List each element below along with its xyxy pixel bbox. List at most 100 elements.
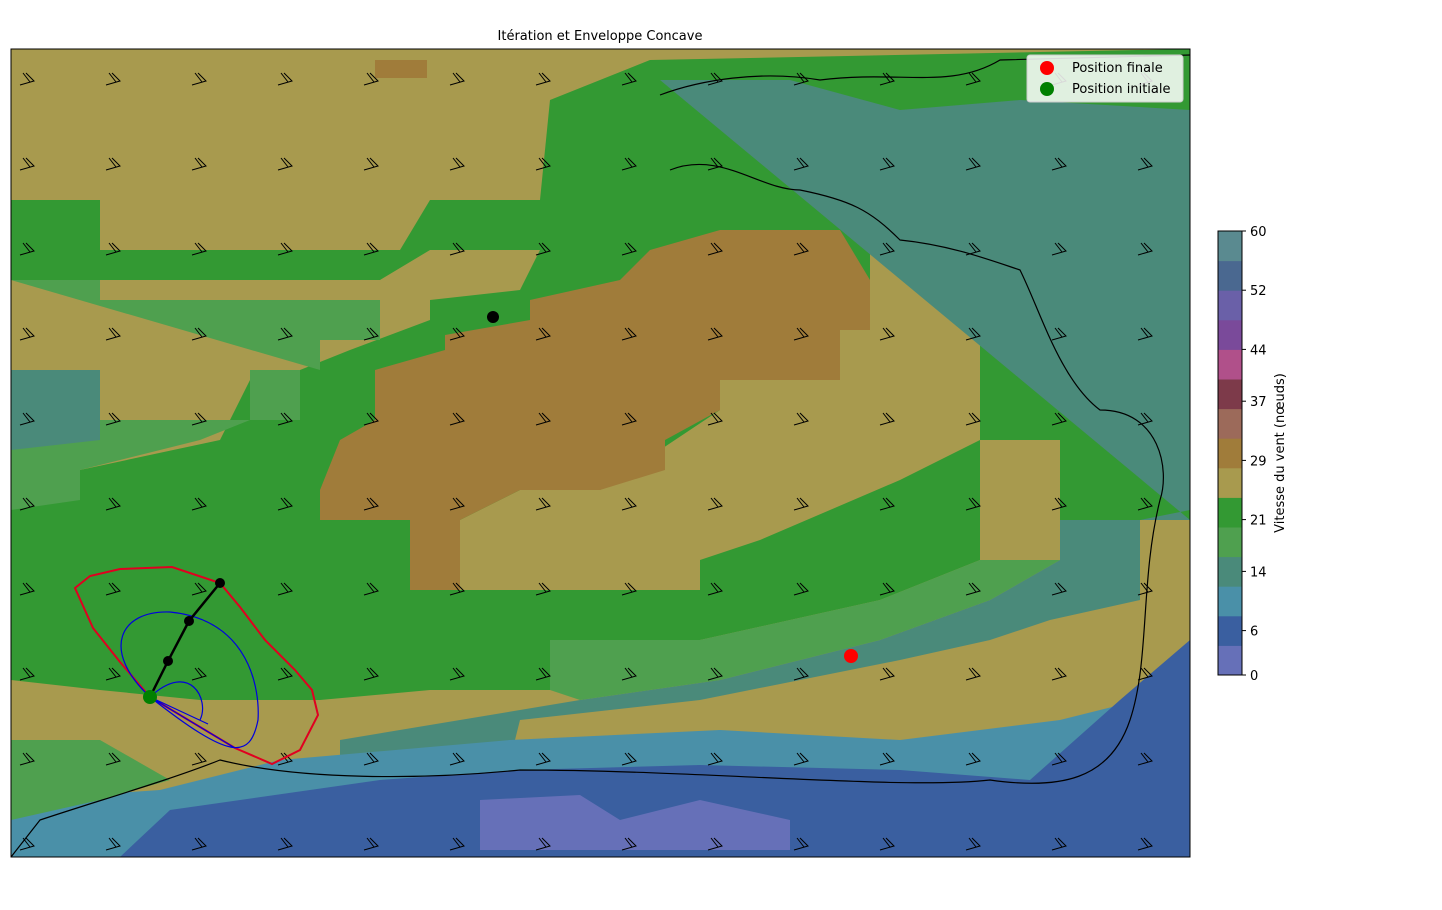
wind-barb <box>363 157 379 171</box>
wind-barb <box>105 497 121 511</box>
wind-barb <box>1051 327 1067 341</box>
wind-barb <box>191 582 207 596</box>
wind-barb <box>965 582 981 596</box>
wind-barb <box>1137 157 1153 171</box>
wind-barb <box>449 412 465 426</box>
wind-barb <box>105 837 121 851</box>
map <box>11 49 1190 857</box>
wind-barb <box>707 752 723 766</box>
wind-barb <box>277 157 293 171</box>
wind-barb <box>793 752 809 766</box>
colorbar-band <box>1218 645 1242 676</box>
wind-barb <box>363 752 379 766</box>
wind-barb <box>277 242 293 256</box>
wind-barb <box>621 412 637 426</box>
wind-barb <box>879 72 895 86</box>
colorbar-band <box>1218 527 1242 558</box>
wind-zone <box>11 740 170 820</box>
wind-barb <box>19 497 35 511</box>
colorbar-tick-label: 52 <box>1250 284 1267 299</box>
initial-position <box>143 690 157 704</box>
wind-barb <box>965 242 981 256</box>
colorbar-band <box>1218 231 1242 262</box>
wind-barb <box>449 72 465 86</box>
colorbar: 0 6 14 21 29 37 44 52 60 Vitesse du vent (nœuds) <box>1217 225 1288 684</box>
wind-barb <box>535 157 551 171</box>
wind-barb <box>19 412 35 426</box>
wind-barb <box>707 412 723 426</box>
wind-barb <box>965 157 981 171</box>
wind-barb <box>363 582 379 596</box>
wind-barb <box>363 497 379 511</box>
wind-barb <box>1137 327 1153 341</box>
wind-barb <box>191 752 207 766</box>
wind-barb <box>793 157 809 171</box>
wind-barb <box>535 837 551 851</box>
wind-barb <box>105 157 121 171</box>
wind-barb <box>965 837 981 851</box>
colorbar-frame <box>1217 230 1243 676</box>
route-point <box>184 616 194 626</box>
wind-barb <box>965 752 981 766</box>
wind-zone <box>480 795 790 850</box>
colorbar-band <box>1218 290 1242 321</box>
wind-barb <box>707 497 723 511</box>
wind-barb <box>535 582 551 596</box>
wind-barb <box>191 412 207 426</box>
wind-barb <box>965 72 981 86</box>
wind-barb <box>965 667 981 681</box>
colorbar-band <box>1218 438 1242 469</box>
wind-barb <box>105 412 121 426</box>
wind-barb <box>277 582 293 596</box>
wind-barb <box>363 837 379 851</box>
wind-barb <box>879 667 895 681</box>
wind-barb <box>879 157 895 171</box>
wind-barb <box>535 72 551 86</box>
wind-barb <box>105 327 121 341</box>
wind-barb <box>879 582 895 596</box>
wind-barb <box>19 837 35 851</box>
wind-barb <box>449 497 465 511</box>
colorbar-band <box>1218 615 1242 646</box>
wind-barb <box>277 72 293 86</box>
wind-barb <box>449 327 465 341</box>
legend: Position finale Position initiale <box>1026 54 1184 103</box>
waypoint <box>487 311 499 323</box>
wind-barb <box>277 412 293 426</box>
legend-label: Position initiale <box>1072 82 1171 97</box>
wind-barb <box>879 412 895 426</box>
wind-barb <box>965 327 981 341</box>
wind-barb <box>1137 837 1153 851</box>
wind-barb <box>707 242 723 256</box>
title: Itération et Enveloppe Concave <box>498 29 703 44</box>
wind-barb <box>191 157 207 171</box>
wind-barb <box>621 72 637 86</box>
wind-barb <box>19 242 35 256</box>
wind-barb <box>621 327 637 341</box>
wind-barb <box>1051 752 1067 766</box>
wind-barb <box>1137 752 1153 766</box>
wind-barb <box>1051 837 1067 851</box>
colorbar-tick-label: 29 <box>1250 454 1267 469</box>
wind-barb <box>793 327 809 341</box>
wind-barb <box>1137 242 1153 256</box>
wind-barb <box>793 242 809 256</box>
wind-barb <box>363 667 379 681</box>
wind-barb <box>535 752 551 766</box>
wind-barb <box>277 327 293 341</box>
wind-zone <box>120 640 1190 857</box>
wind-barb <box>621 242 637 256</box>
wind-barb <box>1137 412 1153 426</box>
map-frame <box>10 48 1191 858</box>
wind-barb <box>19 752 35 766</box>
wind-barb <box>621 582 637 596</box>
colorbar-tick-label: 0 <box>1250 669 1258 684</box>
wind-barb <box>707 582 723 596</box>
wind-barb <box>621 497 637 511</box>
colorbar-band <box>1218 379 1242 410</box>
wind-barb <box>535 667 551 681</box>
wind-barb <box>191 72 207 86</box>
wind-barb <box>105 752 121 766</box>
